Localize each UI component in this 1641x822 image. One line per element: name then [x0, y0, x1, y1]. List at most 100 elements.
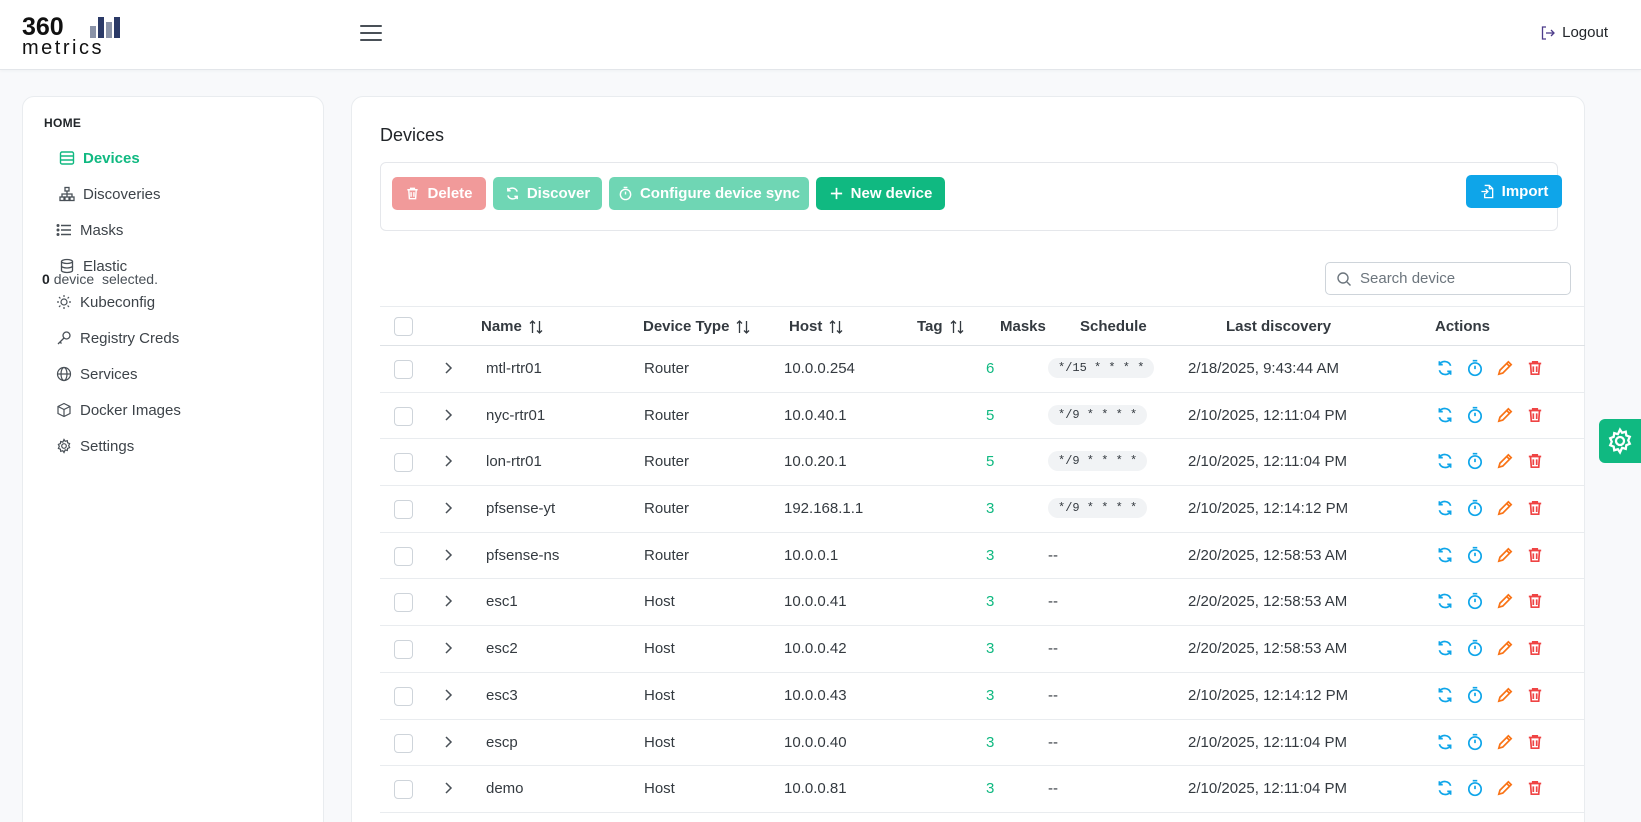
- select-all-checkbox[interactable]: [394, 317, 413, 336]
- edit-action-button[interactable]: [1496, 499, 1514, 517]
- discover-action-button[interactable]: [1436, 733, 1454, 751]
- edit-action-button[interactable]: [1496, 779, 1514, 797]
- device-masks-count[interactable]: 3: [986, 500, 995, 518]
- sync-action-button[interactable]: [1466, 546, 1484, 564]
- delete-action-button[interactable]: [1526, 452, 1544, 470]
- table-row[interactable]: esc1 Host 10.0.0.41 3 -- 2/20/2025, 12:5…: [380, 579, 1585, 627]
- row-checkbox[interactable]: [394, 733, 413, 753]
- discover-action-button[interactable]: [1436, 779, 1454, 797]
- sync-action-button[interactable]: [1466, 733, 1484, 751]
- edit-action-button[interactable]: [1496, 592, 1514, 610]
- chevron-right-icon[interactable]: [440, 733, 456, 751]
- sync-action-button[interactable]: [1466, 359, 1484, 377]
- discover-action-button[interactable]: [1436, 359, 1454, 377]
- table-row[interactable]: escp Host 10.0.0.40 3 -- 2/10/2025, 12:1…: [380, 720, 1585, 767]
- discover-action-button[interactable]: [1436, 639, 1454, 657]
- edit-action-button[interactable]: [1496, 359, 1514, 377]
- column-header-name[interactable]: Name: [481, 318, 544, 335]
- delete-action-button[interactable]: [1526, 546, 1544, 564]
- new-device-button[interactable]: New device: [816, 177, 945, 210]
- discover-action-button[interactable]: [1436, 592, 1454, 610]
- column-header-tag[interactable]: Tag: [917, 318, 965, 335]
- sync-action-button[interactable]: [1466, 406, 1484, 424]
- row-checkbox[interactable]: [394, 640, 413, 660]
- device-masks-count[interactable]: 3: [986, 593, 995, 611]
- discover-action-button[interactable]: [1436, 406, 1454, 424]
- table-row[interactable]: pfsense-ns Router 10.0.0.1 3 -- 2/20/202…: [380, 533, 1585, 580]
- device-masks-count[interactable]: 3: [986, 733, 995, 751]
- discover-action-button[interactable]: [1436, 686, 1454, 704]
- device-masks-count[interactable]: 3: [986, 780, 995, 798]
- chevron-right-icon[interactable]: [440, 546, 456, 564]
- table-row[interactable]: demo Host 10.0.0.81 3 -- 2/10/2025, 12:1…: [380, 766, 1585, 813]
- device-masks-count[interactable]: 3: [986, 546, 995, 564]
- edit-action-button[interactable]: [1496, 452, 1514, 470]
- sync-action-button[interactable]: [1466, 639, 1484, 657]
- table-row[interactable]: nyc-rtr01 Router 10.0.40.1 5 */9 * * * *…: [380, 393, 1585, 440]
- sync-action-button[interactable]: [1466, 779, 1484, 797]
- delete-action-button[interactable]: [1526, 359, 1544, 377]
- chevron-right-icon[interactable]: [440, 359, 456, 377]
- chevron-right-icon[interactable]: [440, 499, 456, 517]
- sidebar-item-services[interactable]: Services: [56, 363, 138, 385]
- device-masks-count[interactable]: 5: [986, 453, 995, 471]
- edit-action-button[interactable]: [1496, 686, 1514, 704]
- row-checkbox[interactable]: [394, 453, 413, 473]
- sidebar-item-masks[interactable]: Masks: [56, 219, 123, 241]
- delete-action-button[interactable]: [1526, 592, 1544, 610]
- row-checkbox[interactable]: [394, 500, 413, 520]
- import-button[interactable]: Import: [1466, 175, 1562, 208]
- configure-device-sync-button[interactable]: Configure device sync: [609, 177, 809, 210]
- table-row[interactable]: esc3 Host 10.0.0.43 3 -- 2/10/2025, 12:1…: [380, 673, 1585, 720]
- brand-logo[interactable]: 360 metrics: [22, 14, 122, 59]
- device-masks-count[interactable]: 3: [986, 640, 995, 658]
- discover-action-button[interactable]: [1436, 546, 1454, 564]
- chevron-right-icon[interactable]: [440, 686, 456, 704]
- table-row[interactable]: esc2 Host 10.0.0.42 3 -- 2/20/2025, 12:5…: [380, 626, 1585, 673]
- delete-action-button[interactable]: [1526, 686, 1544, 704]
- discover-action-button[interactable]: [1436, 499, 1454, 517]
- table-row[interactable]: mtl-rtr01 Router 10.0.0.254 6 */15 * * *…: [380, 346, 1585, 393]
- sync-action-button[interactable]: [1466, 452, 1484, 470]
- settings-fab[interactable]: [1599, 419, 1641, 463]
- edit-action-button[interactable]: [1496, 546, 1514, 564]
- discover-action-button[interactable]: [1436, 452, 1454, 470]
- column-header-host[interactable]: Host: [789, 318, 844, 335]
- search-input[interactable]: [1360, 270, 1560, 287]
- delete-action-button[interactable]: [1526, 499, 1544, 517]
- sync-action-button[interactable]: [1466, 592, 1484, 610]
- sidebar-item-elastic[interactable]: Elastic: [59, 255, 127, 277]
- sidebar-item-kubeconfig[interactable]: Kubeconfig: [56, 291, 155, 313]
- device-masks-count[interactable]: 6: [986, 360, 995, 377]
- search-box[interactable]: [1325, 262, 1571, 295]
- sidebar-item-registry-creds[interactable]: Registry Creds: [56, 327, 179, 349]
- row-checkbox[interactable]: [394, 546, 413, 566]
- table-row[interactable]: lon-rtr01 Router 10.0.20.1 5 */9 * * * *…: [380, 439, 1585, 487]
- row-checkbox[interactable]: [394, 593, 413, 613]
- delete-action-button[interactable]: [1526, 639, 1544, 657]
- device-masks-count[interactable]: 3: [986, 686, 995, 704]
- row-checkbox[interactable]: [394, 780, 413, 800]
- sidebar-item-settings[interactable]: Settings: [56, 435, 134, 457]
- chevron-right-icon[interactable]: [440, 639, 456, 657]
- sidebar-item-docker-images[interactable]: Docker Images: [56, 399, 181, 421]
- device-masks-count[interactable]: 5: [986, 406, 995, 424]
- sync-action-button[interactable]: [1466, 686, 1484, 704]
- sidebar-item-devices[interactable]: Devices: [59, 147, 140, 169]
- row-checkbox[interactable]: [394, 686, 413, 706]
- column-header-device-type[interactable]: Device Type: [643, 318, 751, 335]
- sidebar-item-discoveries[interactable]: Discoveries: [59, 183, 161, 205]
- delete-action-button[interactable]: [1526, 779, 1544, 797]
- delete-button[interactable]: Delete: [392, 177, 486, 210]
- edit-action-button[interactable]: [1496, 406, 1514, 424]
- sync-action-button[interactable]: [1466, 499, 1484, 517]
- chevron-right-icon[interactable]: [440, 592, 456, 610]
- delete-action-button[interactable]: [1526, 733, 1544, 751]
- discover-button[interactable]: Discover: [493, 177, 602, 210]
- table-row[interactable]: pfsense-yt Router 192.168.1.1 3 */9 * * …: [380, 486, 1585, 533]
- row-checkbox[interactable]: [394, 360, 413, 379]
- row-checkbox[interactable]: [394, 406, 413, 426]
- chevron-right-icon[interactable]: [440, 779, 456, 797]
- edit-action-button[interactable]: [1496, 639, 1514, 657]
- edit-action-button[interactable]: [1496, 733, 1514, 751]
